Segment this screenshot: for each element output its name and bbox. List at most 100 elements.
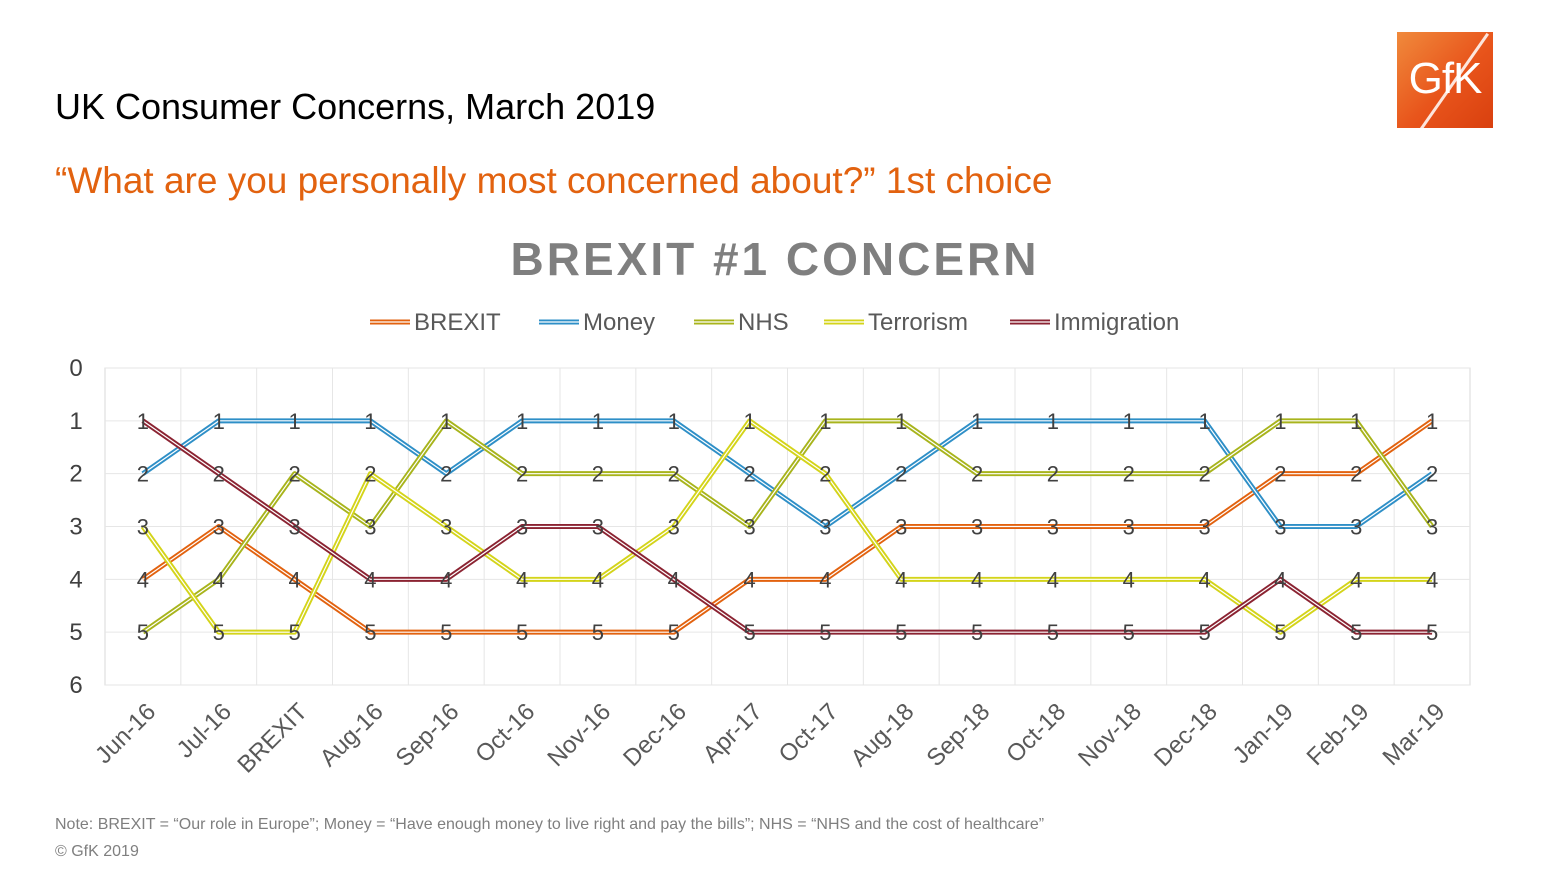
data-label-money: 1 bbox=[1123, 409, 1135, 434]
data-label-immigration: 5 bbox=[743, 620, 755, 645]
legend-label-terrorism: Terrorism bbox=[868, 309, 968, 336]
data-label-terrorism: 4 bbox=[592, 567, 604, 592]
x-tick-label: Nov-18 bbox=[1073, 698, 1147, 772]
x-tick-label: Aug-16 bbox=[315, 698, 389, 772]
data-label-terrorism: 4 bbox=[516, 567, 528, 592]
data-label-terrorism: 4 bbox=[1047, 567, 1059, 592]
data-label-immigration: 4 bbox=[1274, 567, 1286, 592]
data-label-money: 2 bbox=[1426, 462, 1438, 487]
slide-subtitle: “What are you personally most concerned … bbox=[55, 160, 1053, 201]
data-label-immigration: 4 bbox=[364, 567, 376, 592]
data-label-immigration: 5 bbox=[895, 620, 907, 645]
data-label-money: 3 bbox=[1350, 515, 1362, 540]
data-label-money: 1 bbox=[288, 409, 300, 434]
data-label-money: 1 bbox=[592, 409, 604, 434]
data-label-brexit: 2 bbox=[1350, 462, 1362, 487]
data-label-money: 2 bbox=[440, 462, 452, 487]
data-label-terrorism: 4 bbox=[1123, 567, 1135, 592]
data-label-nhs: 2 bbox=[516, 462, 528, 487]
data-label-terrorism: 5 bbox=[288, 620, 300, 645]
data-label-brexit: 5 bbox=[668, 620, 680, 645]
chart-title: BREXIT #1 CONCERN bbox=[511, 233, 1040, 285]
x-tick-label: Jun-16 bbox=[90, 698, 161, 769]
y-tick-label: 4 bbox=[69, 566, 82, 593]
copyright: © GfK 2019 bbox=[55, 843, 139, 860]
data-label-brexit: 5 bbox=[440, 620, 452, 645]
data-label-nhs: 1 bbox=[440, 409, 452, 434]
data-label-nhs: 2 bbox=[668, 462, 680, 487]
data-label-brexit: 5 bbox=[364, 620, 376, 645]
data-label-terrorism: 4 bbox=[971, 567, 983, 592]
data-label-nhs: 1 bbox=[819, 409, 831, 434]
data-label-terrorism: 2 bbox=[819, 462, 831, 487]
data-label-immigration: 5 bbox=[1198, 620, 1210, 645]
data-label-terrorism: 3 bbox=[137, 515, 149, 540]
y-tick-label: 3 bbox=[69, 514, 82, 541]
data-label-immigration: 3 bbox=[288, 515, 300, 540]
data-label-immigration: 5 bbox=[819, 620, 831, 645]
x-tick-label: Nov-16 bbox=[542, 698, 616, 772]
y-tick-label: 1 bbox=[69, 408, 82, 435]
series-line-core-terrorism bbox=[142, 420, 1433, 633]
data-label-money: 3 bbox=[819, 515, 831, 540]
y-tick-label: 0 bbox=[69, 355, 82, 382]
data-label-brexit: 3 bbox=[895, 515, 907, 540]
data-label-money: 1 bbox=[364, 409, 376, 434]
data-label-brexit: 3 bbox=[1047, 515, 1059, 540]
series-line-core-brexit bbox=[142, 420, 1433, 633]
data-label-nhs: 3 bbox=[743, 515, 755, 540]
data-label-immigration: 4 bbox=[668, 567, 680, 592]
data-label-terrorism: 4 bbox=[1198, 567, 1210, 592]
x-tick-label: Oct-18 bbox=[1001, 698, 1071, 768]
data-label-nhs: 3 bbox=[1426, 515, 1438, 540]
data-label-brexit: 3 bbox=[971, 515, 983, 540]
data-label-brexit: 3 bbox=[213, 515, 225, 540]
slide-title: UK Consumer Concerns, March 2019 bbox=[55, 86, 656, 127]
data-label-immigration: 5 bbox=[1123, 620, 1135, 645]
data-label-money: 1 bbox=[213, 409, 225, 434]
data-label-brexit: 2 bbox=[1274, 462, 1286, 487]
legend-label-brexit: BREXIT bbox=[414, 309, 501, 336]
y-tick-label: 2 bbox=[69, 461, 82, 488]
data-label-terrorism: 4 bbox=[1350, 567, 1362, 592]
data-label-nhs: 2 bbox=[1123, 462, 1135, 487]
x-tick-label: Dec-16 bbox=[618, 698, 692, 772]
data-label-brexit: 3 bbox=[1198, 515, 1210, 540]
data-label-terrorism: 2 bbox=[364, 462, 376, 487]
data-label-brexit: 4 bbox=[819, 567, 831, 592]
series-line-core-money bbox=[142, 420, 1433, 528]
data-label-immigration: 4 bbox=[440, 567, 452, 592]
data-label-money: 1 bbox=[1047, 409, 1059, 434]
series-line-core-nhs bbox=[142, 420, 1433, 633]
series-line-core-immigration bbox=[142, 420, 1433, 633]
legend-label-immigration: Immigration bbox=[1054, 309, 1179, 336]
data-label-terrorism: 4 bbox=[895, 567, 907, 592]
data-label-immigration: 3 bbox=[592, 515, 604, 540]
data-label-money: 1 bbox=[971, 409, 983, 434]
data-label-money: 1 bbox=[1198, 409, 1210, 434]
x-tick-label: Jul-16 bbox=[172, 698, 237, 763]
legend-label-money: Money bbox=[583, 309, 655, 336]
data-label-money: 1 bbox=[516, 409, 528, 434]
data-label-immigration: 5 bbox=[1426, 620, 1438, 645]
data-label-immigration: 1 bbox=[137, 409, 149, 434]
x-tick-label: Apr-17 bbox=[698, 698, 768, 768]
data-label-terrorism: 3 bbox=[440, 515, 452, 540]
x-tick-label: Mar-19 bbox=[1377, 698, 1450, 771]
x-tick-label: Jan-19 bbox=[1228, 698, 1299, 769]
data-label-brexit: 1 bbox=[1426, 409, 1438, 434]
x-tick-label: Feb-19 bbox=[1302, 698, 1375, 771]
y-tick-label: 6 bbox=[69, 672, 82, 699]
data-label-immigration: 2 bbox=[213, 462, 225, 487]
gfk-logo: GfK bbox=[1397, 32, 1493, 128]
data-label-brexit: 4 bbox=[743, 567, 755, 592]
data-label-nhs: 2 bbox=[288, 462, 300, 487]
y-tick-label: 5 bbox=[69, 619, 82, 646]
x-tick-label: Sep-16 bbox=[391, 698, 465, 772]
data-label-brexit: 5 bbox=[516, 620, 528, 645]
x-tick-label: Oct-17 bbox=[774, 698, 844, 768]
data-label-brexit: 4 bbox=[288, 567, 300, 592]
data-label-terrorism: 5 bbox=[213, 620, 225, 645]
data-label-money: 3 bbox=[1274, 515, 1286, 540]
x-tick-label: Oct-16 bbox=[470, 698, 540, 768]
